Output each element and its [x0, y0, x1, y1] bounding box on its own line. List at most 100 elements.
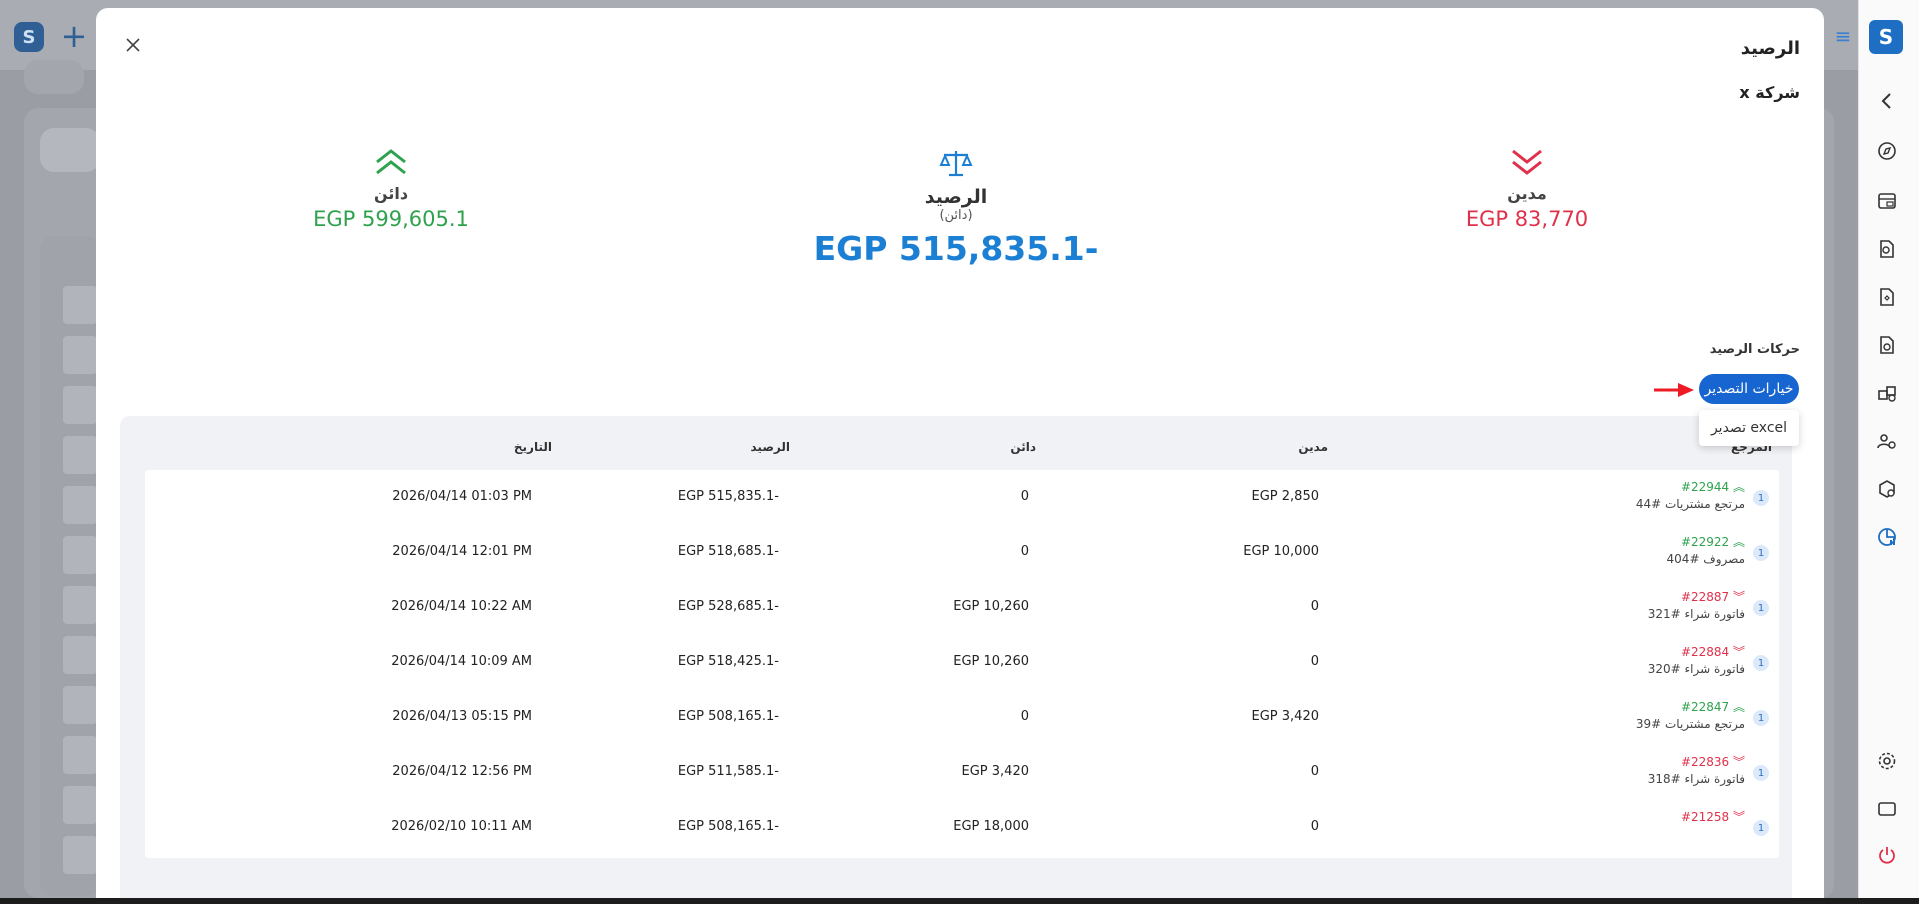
background-row: [63, 636, 97, 674]
debit-cell: 0: [1310, 764, 1319, 779]
row-reference[interactable]: ︾ #22887 فاتورة شراء #321: [1648, 588, 1745, 621]
transactions-title: حركات الرصيد: [1709, 342, 1800, 357]
menu-icon[interactable]: ≡: [1834, 24, 1852, 48]
balance-cell: EGP 508,165.1-: [677, 819, 779, 834]
arrow-up-icon: ︽: [1729, 535, 1745, 549]
export-excel-option[interactable]: تصدير excel: [1710, 420, 1788, 436]
power-icon[interactable]: [1876, 844, 1898, 866]
credit-summary: دائن EGP 599,605.1: [291, 148, 491, 231]
balance-cell: EGP 511,585.1-: [677, 764, 779, 779]
date-cell: 2026/04/14 01:03 PM: [392, 489, 532, 504]
background-row: [63, 486, 97, 524]
rail-logo[interactable]: S: [1869, 20, 1903, 54]
debit-value: EGP 83,770: [1465, 207, 1589, 231]
settings-icon[interactable]: [1876, 750, 1898, 772]
chart-report-icon[interactable]: [1876, 526, 1898, 548]
reference-number[interactable]: #22887: [1680, 590, 1730, 604]
close-icon: [126, 38, 140, 52]
table-row[interactable]: 1 ︽ #22847 مرتجع مشتريات #39 EGP 3,420 0…: [145, 690, 1779, 748]
table-row[interactable]: 1 ︾ #22836 فاتورة شراء #318 0 EGP 3,420 …: [145, 745, 1779, 803]
background-row: [63, 536, 97, 574]
credit-cell: 0: [1020, 709, 1029, 724]
background-row: [63, 836, 97, 874]
box-dollar-icon[interactable]: [1876, 478, 1898, 500]
compass-icon[interactable]: [1876, 140, 1898, 162]
export-dropdown: تصدير excel: [1699, 410, 1799, 446]
table-row[interactable]: 1 ︾ #22884 فاتورة شراء #320 0 EGP 10,260…: [145, 635, 1779, 693]
add-icon[interactable]: +: [60, 17, 88, 55]
column-header-credit: دائن: [1010, 440, 1036, 454]
date-cell: 2026/04/12 12:56 PM: [392, 764, 532, 779]
background-row: [63, 786, 97, 824]
balance-note: (دائن): [939, 208, 973, 223]
document-dollar-icon[interactable]: [1876, 334, 1898, 356]
export-options-button[interactable]: خيارات التصدير: [1699, 374, 1799, 404]
row-badge: 1: [1753, 765, 1769, 781]
row-reference[interactable]: ︾ #22884 فاتورة شراء #320: [1648, 643, 1745, 676]
balance-cell: EGP 508,165.1-: [677, 709, 779, 724]
row-badge: 1: [1753, 820, 1769, 836]
background-card: [40, 128, 100, 172]
balance-cell: EGP 528,685.1-: [677, 599, 779, 614]
arrow-down-icon: ︾: [1729, 590, 1745, 604]
table-row[interactable]: 1 ︽ #22922 مصروف #404 EGP 10,000 0 EGP 5…: [145, 525, 1779, 583]
reference-number[interactable]: #22922: [1680, 535, 1730, 549]
close-button[interactable]: [122, 34, 144, 56]
reference-number[interactable]: #22944: [1680, 480, 1730, 494]
reference-number[interactable]: #22884: [1680, 645, 1730, 659]
row-reference[interactable]: ︾ #22836 فاتورة شراء #318: [1648, 753, 1745, 786]
debit-cell: EGP 2,850: [1251, 489, 1319, 504]
background-row: [63, 586, 97, 624]
row-badge: 1: [1753, 600, 1769, 616]
background-row: [63, 286, 97, 324]
debit-label: مدين: [1507, 184, 1547, 203]
chevron-left-icon[interactable]: [1876, 90, 1898, 112]
balance-cell: EGP 515,835.1-: [677, 489, 779, 504]
background-row: [63, 386, 97, 424]
row-badge: 1: [1753, 655, 1769, 671]
document-search-icon[interactable]: [1876, 238, 1898, 260]
users-icon[interactable]: [1876, 430, 1898, 452]
reference-number[interactable]: #22847: [1680, 700, 1730, 714]
table-row[interactable]: 1 ︾ #22887 فاتورة شراء #321 0 EGP 10,260…: [145, 580, 1779, 638]
reference-number[interactable]: #21258: [1680, 810, 1730, 824]
credit-cell: EGP 3,420: [961, 764, 1029, 779]
date-cell: 2026/04/14 10:22 AM: [391, 599, 532, 614]
company-name: شركة x: [1739, 83, 1800, 102]
cash-register-icon[interactable]: [1876, 190, 1898, 212]
window-icon[interactable]: [1876, 798, 1898, 820]
debit-summary: مدين EGP 83,770: [1427, 148, 1627, 231]
red-arrow-annotation: [1654, 383, 1694, 397]
debit-cell: 0: [1310, 599, 1319, 614]
debit-cell: 0: [1310, 819, 1319, 834]
transactions-table: التاريخ الرصيد دائن مدين المرجع 1 ︽ #229…: [120, 416, 1792, 904]
document-money-icon[interactable]: [1876, 286, 1898, 308]
table-row[interactable]: 1 ︾ #21258 0 EGP 18,000 EGP 508,165.1- 2…: [145, 800, 1779, 858]
reference-description: مرتجع مشتريات #44: [1635, 497, 1745, 511]
double-chevron-down-icon: [1512, 149, 1542, 175]
background-row: [63, 686, 97, 724]
bottom-bar: [0, 898, 1919, 904]
date-cell: 2026/02/10 10:11 AM: [391, 819, 532, 834]
date-cell: 2026/04/14 10:09 AM: [391, 654, 532, 669]
row-reference[interactable]: ︽ #22922 مصروف #404: [1667, 533, 1745, 566]
credit-cell: EGP 10,260: [953, 654, 1029, 669]
balance-cell: EGP 518,685.1-: [677, 544, 779, 559]
table-row[interactable]: 1 ︽ #22944 مرتجع مشتريات #44 EGP 2,850 0…: [145, 470, 1779, 528]
credit-cell: EGP 18,000: [953, 819, 1029, 834]
column-header-debit: مدين: [1298, 440, 1328, 454]
modal-title: الرصيد: [1740, 38, 1800, 59]
row-reference[interactable]: ︾ #21258: [1681, 808, 1745, 827]
debit-cell: EGP 10,000: [1243, 544, 1319, 559]
reference-number[interactable]: #22836: [1680, 755, 1730, 769]
balance-summary: الرصيد (دائن) EGP 515,835.1-: [756, 148, 1156, 268]
row-reference[interactable]: ︽ #22847 مرتجع مشتريات #39: [1636, 698, 1745, 731]
credit-value: EGP 599,605.1: [313, 207, 469, 231]
balance-value: EGP 515,835.1-: [813, 229, 1099, 268]
boxes-icon[interactable]: [1876, 382, 1898, 404]
background-card: [24, 60, 84, 94]
arrow-down-icon: ︾: [1729, 645, 1745, 659]
arrow-down-icon: ︾: [1729, 810, 1745, 824]
arrow-up-icon: ︽: [1729, 480, 1745, 494]
row-reference[interactable]: ︽ #22944 مرتجع مشتريات #44: [1636, 478, 1745, 511]
